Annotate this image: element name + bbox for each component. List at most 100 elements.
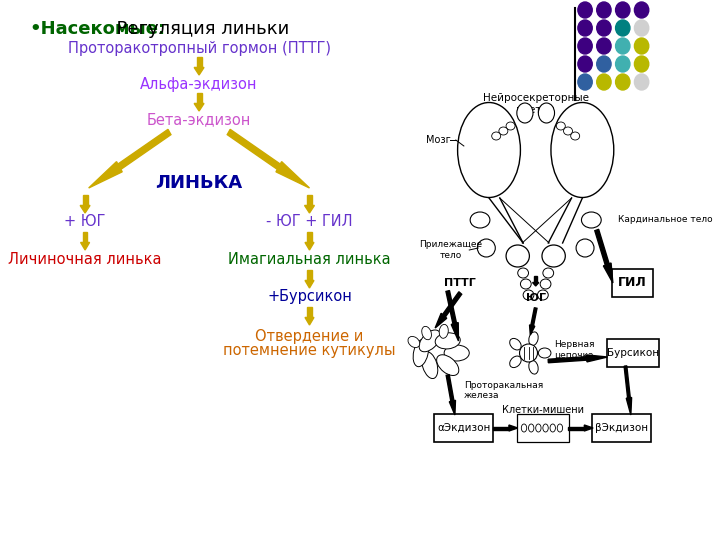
- Polygon shape: [305, 242, 314, 250]
- Polygon shape: [595, 230, 609, 265]
- Ellipse shape: [436, 355, 459, 375]
- Circle shape: [597, 56, 611, 72]
- Text: Кардинальное тело: Кардинальное тело: [618, 215, 713, 225]
- Ellipse shape: [571, 132, 580, 140]
- Circle shape: [578, 2, 593, 18]
- Polygon shape: [435, 313, 446, 328]
- Text: Проторакотропный гормон (ПТТГ): Проторакотропный гормон (ПТТГ): [68, 40, 330, 56]
- Ellipse shape: [510, 356, 521, 368]
- Circle shape: [616, 2, 630, 18]
- Ellipse shape: [528, 332, 538, 346]
- Text: αЭкдизон: αЭкдизон: [437, 423, 490, 433]
- Polygon shape: [194, 68, 204, 75]
- Text: ЛИНЬКА: ЛИНЬКА: [156, 174, 243, 192]
- Circle shape: [597, 2, 611, 18]
- Text: Отвердение и: Отвердение и: [256, 328, 364, 343]
- FancyBboxPatch shape: [612, 269, 653, 297]
- Ellipse shape: [458, 103, 521, 198]
- FancyBboxPatch shape: [517, 414, 569, 442]
- Text: +Бурсикон: +Бурсикон: [267, 289, 352, 305]
- Text: Проторакальная
железа: Проторакальная железа: [464, 381, 543, 400]
- Polygon shape: [276, 161, 310, 188]
- Text: ГИЛ: ГИЛ: [618, 276, 647, 289]
- Ellipse shape: [470, 212, 490, 228]
- Text: Бета-экдизон: Бета-экдизон: [147, 112, 251, 127]
- Ellipse shape: [492, 132, 500, 140]
- Polygon shape: [228, 130, 280, 170]
- Text: Бурсикон: Бурсикон: [606, 348, 659, 358]
- Polygon shape: [83, 195, 88, 205]
- Polygon shape: [585, 425, 593, 431]
- Circle shape: [578, 38, 593, 54]
- Polygon shape: [492, 427, 509, 429]
- Polygon shape: [305, 280, 314, 288]
- Polygon shape: [307, 232, 312, 242]
- Text: Клетки-мишени: Клетки-мишени: [502, 405, 584, 415]
- FancyBboxPatch shape: [593, 414, 652, 442]
- Polygon shape: [305, 318, 314, 325]
- Polygon shape: [194, 104, 204, 111]
- Circle shape: [597, 20, 611, 36]
- Circle shape: [616, 38, 630, 54]
- Polygon shape: [443, 292, 462, 317]
- Polygon shape: [81, 242, 89, 250]
- Circle shape: [634, 74, 649, 90]
- FancyBboxPatch shape: [606, 339, 659, 367]
- Circle shape: [616, 56, 630, 72]
- Text: •Насекомые:: •Насекомые:: [30, 20, 166, 38]
- Polygon shape: [305, 205, 315, 213]
- Polygon shape: [451, 322, 459, 341]
- Polygon shape: [568, 427, 585, 429]
- Ellipse shape: [439, 325, 449, 338]
- Polygon shape: [449, 400, 456, 415]
- Ellipse shape: [422, 352, 438, 379]
- Ellipse shape: [528, 360, 538, 374]
- Polygon shape: [83, 232, 87, 242]
- Circle shape: [634, 20, 649, 36]
- Circle shape: [597, 38, 611, 54]
- Polygon shape: [197, 93, 202, 104]
- Ellipse shape: [537, 290, 548, 300]
- Ellipse shape: [517, 103, 533, 123]
- Circle shape: [634, 2, 649, 18]
- FancyBboxPatch shape: [434, 414, 493, 442]
- Circle shape: [597, 74, 611, 90]
- Ellipse shape: [551, 103, 613, 198]
- Ellipse shape: [422, 326, 431, 340]
- Ellipse shape: [520, 344, 537, 362]
- Polygon shape: [307, 307, 312, 318]
- Ellipse shape: [540, 279, 551, 289]
- Text: Имагиальная линька: Имагиальная линька: [228, 253, 391, 267]
- Ellipse shape: [413, 339, 428, 367]
- Circle shape: [616, 20, 630, 36]
- Text: Мозг: Мозг: [426, 135, 451, 145]
- Ellipse shape: [444, 345, 469, 361]
- Ellipse shape: [576, 239, 594, 257]
- Circle shape: [578, 20, 593, 36]
- Ellipse shape: [408, 336, 420, 348]
- Polygon shape: [509, 425, 518, 431]
- Ellipse shape: [582, 212, 601, 228]
- Text: Личиночная линька: Личиночная линька: [9, 253, 162, 267]
- Ellipse shape: [477, 239, 495, 257]
- Polygon shape: [89, 161, 122, 188]
- Ellipse shape: [419, 330, 441, 352]
- Polygon shape: [197, 57, 202, 68]
- Polygon shape: [626, 397, 631, 415]
- Circle shape: [634, 56, 649, 72]
- Text: βЭкдизон: βЭкдизон: [595, 423, 649, 433]
- Circle shape: [578, 56, 593, 72]
- Polygon shape: [531, 308, 537, 326]
- Polygon shape: [446, 375, 454, 401]
- Polygon shape: [446, 291, 456, 324]
- Ellipse shape: [557, 122, 565, 130]
- Polygon shape: [307, 270, 312, 280]
- Polygon shape: [529, 325, 535, 335]
- Polygon shape: [533, 282, 539, 286]
- Text: Нейросекреторные
клетки: Нейросекреторные клетки: [482, 93, 589, 114]
- Ellipse shape: [564, 127, 572, 135]
- Ellipse shape: [518, 268, 528, 278]
- Ellipse shape: [499, 127, 508, 135]
- Polygon shape: [624, 366, 630, 398]
- Text: потемнение кутикулы: потемнение кутикулы: [223, 342, 396, 357]
